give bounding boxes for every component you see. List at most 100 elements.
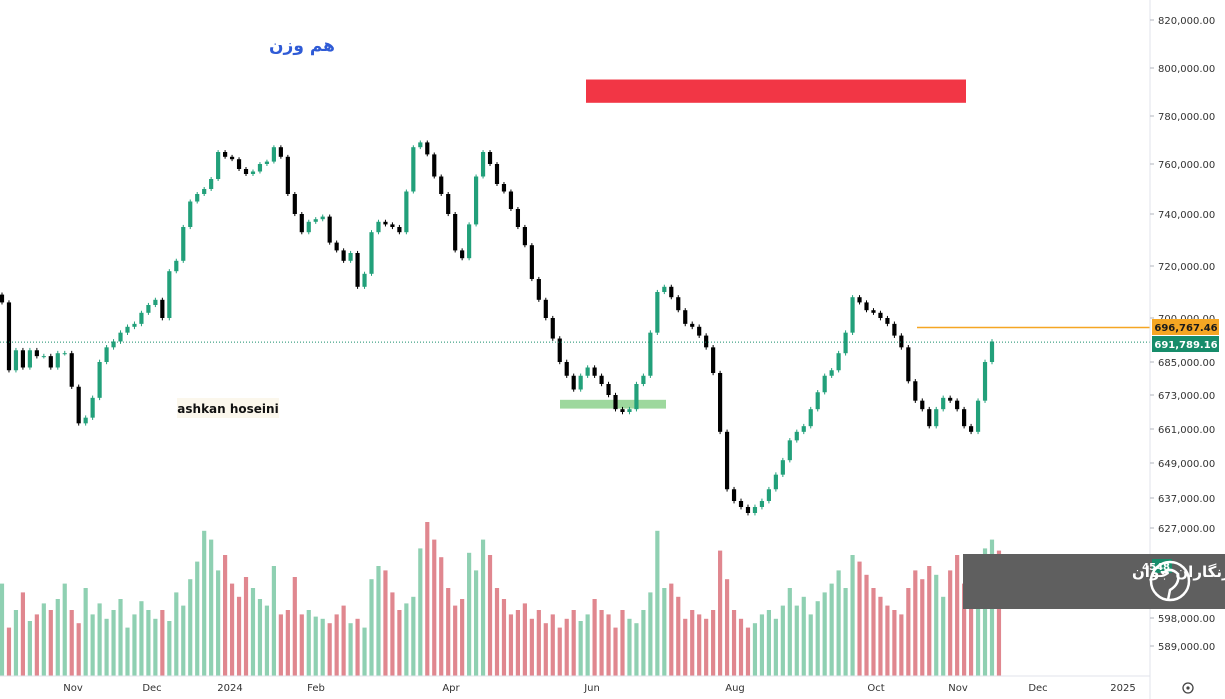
volume-bar [697,614,702,676]
candle-body [243,169,249,174]
volume-bar [801,596,806,676]
candle-body [467,224,472,259]
volume-bar [669,583,674,676]
volume-bar [125,627,130,676]
volume-bar [836,570,841,676]
candle-body [780,460,785,475]
candle-body [278,147,283,157]
candle-body [348,253,353,261]
volume-bar [599,610,604,676]
volume-bar [850,555,855,676]
candle-body [934,409,939,427]
candle-body [564,362,569,376]
volume-bar [390,592,395,676]
candle-body [578,375,583,390]
candle-body [515,209,521,227]
volume-bar [634,623,639,676]
volume-bar [606,614,611,676]
volume-bar [550,614,555,676]
volume-bar [745,627,751,676]
candle-body [655,292,660,333]
volume-bar [432,539,437,676]
volume-bar [913,570,918,676]
candle-body [690,323,695,327]
candle-body [376,221,381,233]
candle-body [418,142,423,148]
volume-bar [822,592,827,676]
candle-body [808,409,813,427]
volume-bar [320,618,325,676]
volume-bar [118,599,123,676]
candle-body [543,299,548,318]
volume-bar [250,588,256,676]
candle-body [975,400,981,432]
volume-bar [216,570,221,676]
volume-bar [104,618,109,676]
volume-bar [90,614,95,676]
candle-body [864,302,869,311]
candle-body [927,409,932,427]
candle-body [592,367,597,376]
volume-bar [508,614,514,676]
volume-bar [766,610,771,676]
volume-bar [418,548,423,676]
candle-body [160,299,165,318]
candle-body [48,356,53,368]
volume-bar [780,605,785,676]
candle-body [104,347,109,362]
y-tick-label: 780,000.00 [1158,112,1215,123]
x-tick-label: Aug [725,683,745,694]
volume-bar [188,579,193,676]
annotation-label: ashkan hoseini [177,402,278,416]
volume-bar [557,627,562,676]
volume-bar [920,579,925,676]
volume-bar [494,588,500,676]
volume-bar [473,570,479,676]
volume-bar [968,592,974,676]
volume-bar [292,577,297,676]
candle-body [627,409,632,412]
volume-bar [446,588,451,676]
settings-icon[interactable] [1182,682,1194,694]
volume-bar [209,539,214,676]
volume-bar [941,596,946,676]
volume-bar [6,627,12,676]
volume-bar [975,561,981,676]
volume-bar [571,610,576,676]
y-tick-label: 760,000.00 [1158,160,1215,171]
volume-bar [648,592,653,676]
volume-bar [181,605,186,676]
candles [0,140,995,516]
candle-body [62,353,67,355]
volume-bar [264,605,270,676]
y-tick-label: 627,000.00 [1158,524,1215,535]
volume-bar [223,555,228,676]
candle-body [669,286,674,298]
volume-bar [334,614,339,676]
candle-body [111,341,116,348]
candle-body [634,384,639,410]
candle-body [613,395,618,410]
hline-price-tag-text: 696,767.46 [1154,323,1217,334]
candle-body [648,332,653,376]
candle-body [97,362,102,398]
candle-body [955,400,960,410]
candle-body [522,227,527,246]
candle-body [132,323,137,327]
y-tick-label: 740,000.00 [1158,210,1215,221]
candle-body [209,179,214,189]
candle-body [801,426,806,432]
candle-body [153,299,158,305]
candle-body [662,286,667,292]
candle-body [188,201,193,227]
volume-bar [711,610,716,676]
volume-bar [536,610,541,676]
candle-body [202,189,207,194]
volume-bar [327,623,332,676]
candle-body [125,326,130,333]
candle-body [327,216,332,243]
volume-bar [341,605,346,676]
candle-body [118,332,123,342]
candle-body [362,273,367,287]
